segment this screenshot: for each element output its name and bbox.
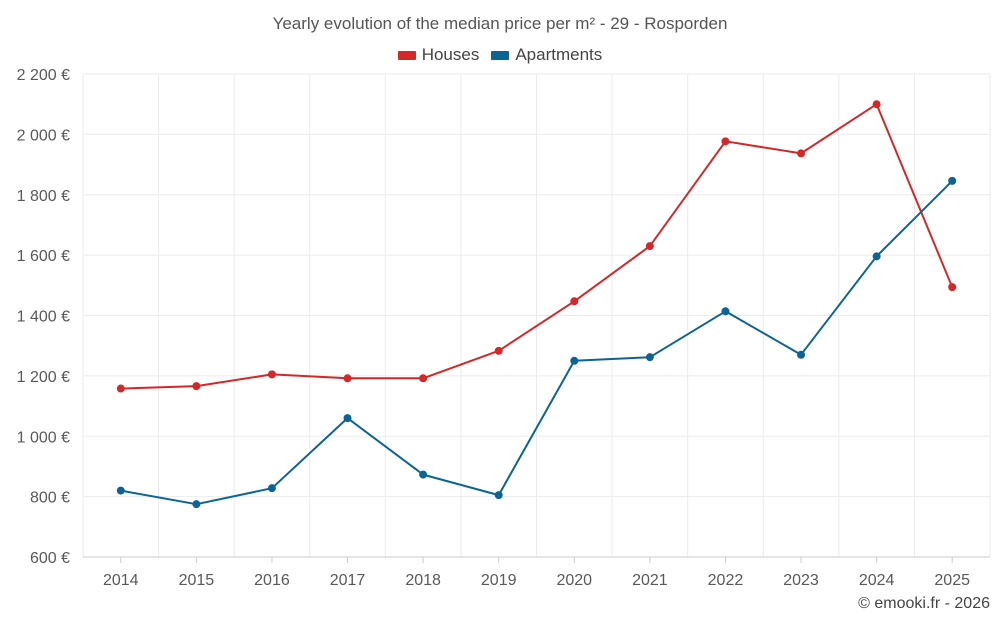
x-tick-label: 2016: [254, 572, 290, 589]
y-tick-label: 1 800 €: [17, 188, 70, 205]
x-tick-label: 2024: [859, 572, 895, 589]
legend-swatch-apartments: [491, 50, 510, 60]
legend-item-apartments[interactable]: Apartments: [491, 45, 602, 65]
data-point-apartments[interactable]: [872, 252, 881, 261]
x-tick-label: 2019: [481, 572, 517, 589]
legend-label-apartments: Apartments: [515, 45, 603, 64]
data-point-houses[interactable]: [948, 283, 957, 292]
legend-item-houses[interactable]: Houses: [397, 45, 480, 65]
data-point-houses[interactable]: [116, 384, 125, 393]
data-point-houses[interactable]: [645, 242, 654, 251]
data-point-apartments[interactable]: [343, 414, 352, 423]
data-point-houses[interactable]: [419, 374, 428, 383]
data-point-houses[interactable]: [494, 346, 503, 355]
legend-label-houses: Houses: [421, 45, 480, 64]
data-point-apartments[interactable]: [797, 350, 806, 359]
x-tick-label: 2018: [405, 572, 441, 589]
y-tick-label: 1 400 €: [17, 309, 70, 326]
y-tick-label: 2 000 €: [17, 127, 70, 144]
x-tick-label: 2014: [103, 572, 139, 589]
chart-title: Yearly evolution of the median price per…: [272, 14, 728, 33]
data-point-apartments[interactable]: [645, 353, 654, 362]
x-tick-label: 2021: [632, 572, 668, 589]
legend-swatch-houses: [397, 50, 416, 60]
data-point-apartments[interactable]: [192, 500, 201, 509]
series-line-houses: [120, 103, 954, 390]
data-point-apartments[interactable]: [570, 356, 579, 365]
data-point-houses[interactable]: [267, 370, 276, 379]
data-point-houses[interactable]: [797, 149, 806, 158]
chart-legend: Houses Apartments: [0, 45, 1000, 65]
y-tick-label: 1 000 €: [17, 429, 70, 446]
data-point-apartments[interactable]: [494, 491, 503, 500]
data-point-houses[interactable]: [872, 100, 881, 109]
y-tick-label: 1 600 €: [17, 248, 70, 265]
series-line-apartments: [120, 180, 953, 506]
data-point-apartments[interactable]: [116, 486, 125, 495]
x-tick-label: 2015: [179, 572, 215, 589]
copyright-credit: © emooki.fr - 2026: [858, 595, 990, 612]
data-point-apartments[interactable]: [419, 470, 428, 479]
x-tick-label: 2022: [708, 572, 744, 589]
y-tick-label: 800 €: [30, 490, 70, 507]
data-point-apartments[interactable]: [948, 176, 957, 185]
data-point-apartments[interactable]: [267, 484, 276, 493]
x-tick-label: 2023: [783, 572, 819, 589]
data-point-apartments[interactable]: [721, 307, 730, 316]
data-point-houses[interactable]: [192, 382, 201, 391]
y-tick-label: 600 €: [30, 550, 70, 567]
x-tick-label: 2017: [330, 572, 366, 589]
x-tick-label: 2025: [934, 572, 970, 589]
x-tick-label: 2020: [556, 572, 592, 589]
y-tick-label: 2 200 €: [17, 67, 70, 84]
data-point-houses[interactable]: [721, 137, 730, 146]
data-point-houses[interactable]: [343, 374, 352, 383]
y-tick-label: 1 200 €: [17, 369, 70, 386]
data-point-houses[interactable]: [570, 297, 579, 306]
